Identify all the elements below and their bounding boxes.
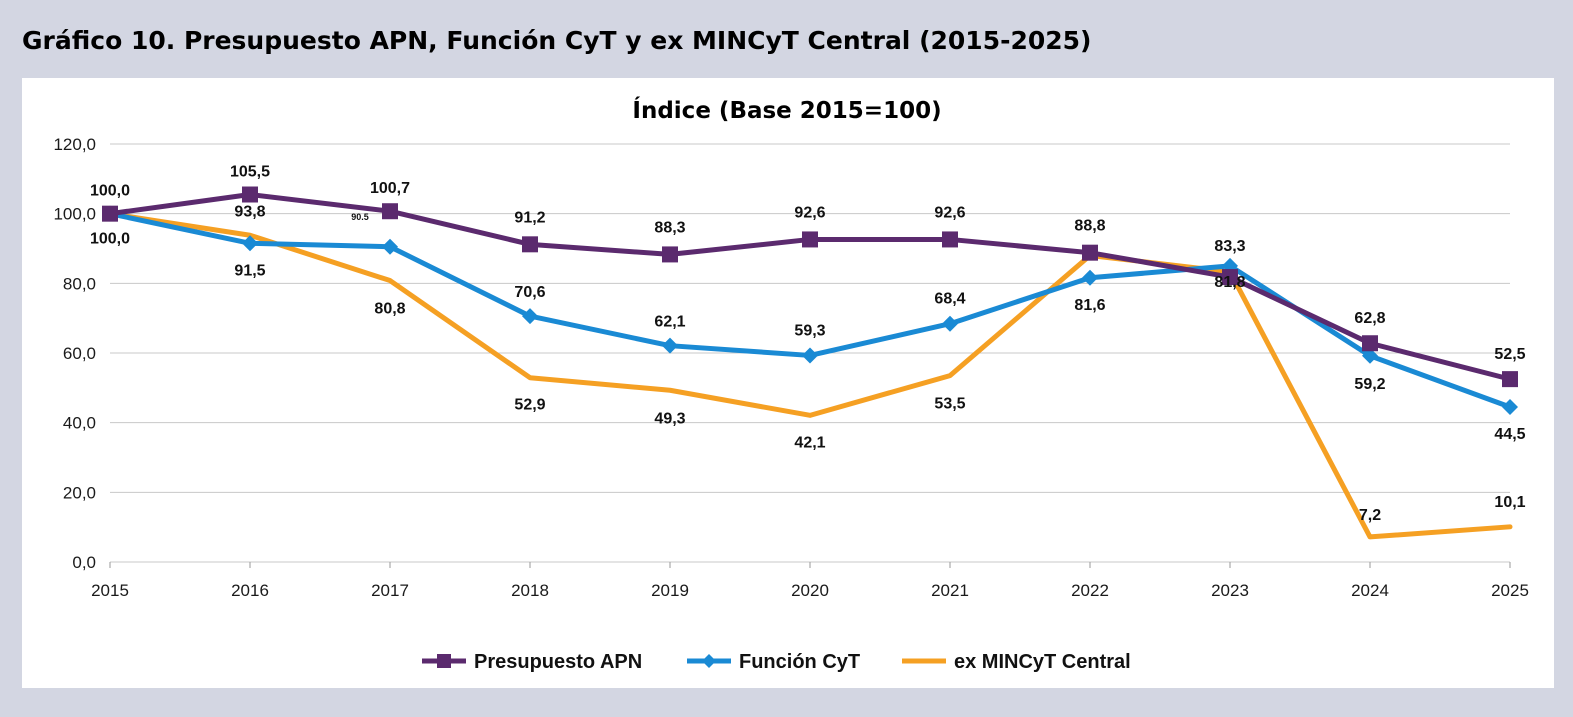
data-point-cyt (242, 235, 258, 252)
data-label: 81,8 (1214, 274, 1245, 291)
data-label: 92,6 (934, 204, 965, 221)
figure-heading: Gráfico 10. Presupuesto APN, Función CyT… (22, 26, 1092, 55)
data-label: 92,6 (794, 204, 825, 221)
data-label: 52,5 (1494, 346, 1525, 363)
data-label: 88,3 (654, 219, 685, 236)
x-tick-label: 2015 (91, 581, 129, 600)
y-tick-label: 120,0 (53, 135, 96, 154)
data-point-apn (382, 203, 398, 220)
data-label: 80,8 (374, 301, 405, 318)
data-label: 90.5 (351, 212, 369, 222)
legend-marker (702, 654, 716, 668)
chart-panel: Índice (Base 2015=100) 0,0 20,0 40,0 60,0 80… (22, 78, 1554, 688)
data-label: 91,2 (514, 209, 545, 226)
legend-label: Presupuesto APN (474, 651, 642, 673)
data-label: 105,5 (230, 164, 270, 181)
series-line-2 (107, 211, 1513, 540)
legend-label: Función CyT (739, 651, 860, 673)
data-label: 81,6 (1074, 297, 1105, 314)
data-label: 52,9 (514, 397, 545, 414)
x-tick-label: 2024 (1351, 581, 1389, 600)
data-label: 59,3 (794, 322, 825, 339)
x-tick-label: 2020 (791, 581, 829, 600)
data-point-cyt (522, 308, 538, 325)
data-point-apn (1362, 335, 1378, 352)
chart-title: Índice (Base 2015=100) (632, 96, 941, 124)
legend-label: ex MINCyT Central (954, 651, 1131, 673)
data-point-apn (1502, 371, 1518, 388)
data-point-apn (662, 246, 678, 263)
data-label: 62,8 (1354, 310, 1385, 327)
data-label: 91,5 (234, 262, 265, 279)
data-point-apn (1222, 269, 1238, 286)
x-tick-label: 2016 (231, 581, 269, 600)
legend-marker (437, 654, 451, 668)
y-tick-label: 60,0 (63, 344, 96, 363)
data-point-cyt (802, 347, 818, 364)
data-point-apn (242, 186, 258, 203)
data-point-cyt (942, 315, 958, 332)
data-point-apn (942, 231, 958, 248)
y-tick-label: 0,0 (72, 553, 96, 572)
data-point-cyt (382, 238, 398, 255)
data-point-apn (522, 236, 538, 253)
x-tick-label: 2023 (1211, 581, 1249, 600)
y-tick-label: 80,0 (63, 274, 96, 293)
data-label: 83,3 (1214, 238, 1245, 255)
data-label: 88,8 (1074, 218, 1105, 235)
data-point-cyt (1222, 257, 1238, 274)
data-point-cyt (1502, 398, 1518, 415)
x-tick-label: 2022 (1071, 581, 1109, 600)
data-point-apn (102, 205, 118, 222)
data-label: 93,8 (234, 203, 265, 220)
data-label: 7,2 (1359, 507, 1381, 524)
data-label: 62,1 (654, 314, 685, 331)
data-label: 100,0 (90, 231, 130, 248)
y-tick-label: 20,0 (63, 483, 96, 502)
data-label: 59,2 (1354, 376, 1385, 393)
x-tick-label: 2021 (931, 581, 969, 600)
data-label: 49,3 (654, 410, 685, 427)
data-label: 44,5 (1494, 426, 1525, 443)
data-label: 100,0 (90, 183, 130, 200)
x-tick-label: 2025 (1491, 581, 1529, 600)
data-point-cyt (1082, 269, 1098, 286)
x-tick-label: 2019 (651, 581, 689, 600)
x-tick-label: 2018 (511, 581, 549, 600)
data-label: 100,7 (370, 180, 410, 197)
data-point-apn (802, 231, 818, 248)
y-tick-label: 40,0 (63, 414, 96, 433)
line-chart: Índice (Base 2015=100) 0,0 20,0 40,0 60,0 80… (53, 96, 1529, 673)
data-label: 53,5 (934, 396, 965, 413)
data-point-apn (1082, 244, 1098, 261)
data-label: 10,1 (1494, 494, 1525, 511)
x-tick-label: 2017 (371, 581, 409, 600)
y-tick-label: 100,0 (53, 205, 96, 224)
data-label: 68,4 (934, 291, 965, 308)
data-label: 70,6 (514, 284, 545, 301)
data-point-cyt (1362, 347, 1378, 364)
data-label: 42,1 (794, 434, 825, 451)
data-point-cyt (662, 337, 678, 354)
